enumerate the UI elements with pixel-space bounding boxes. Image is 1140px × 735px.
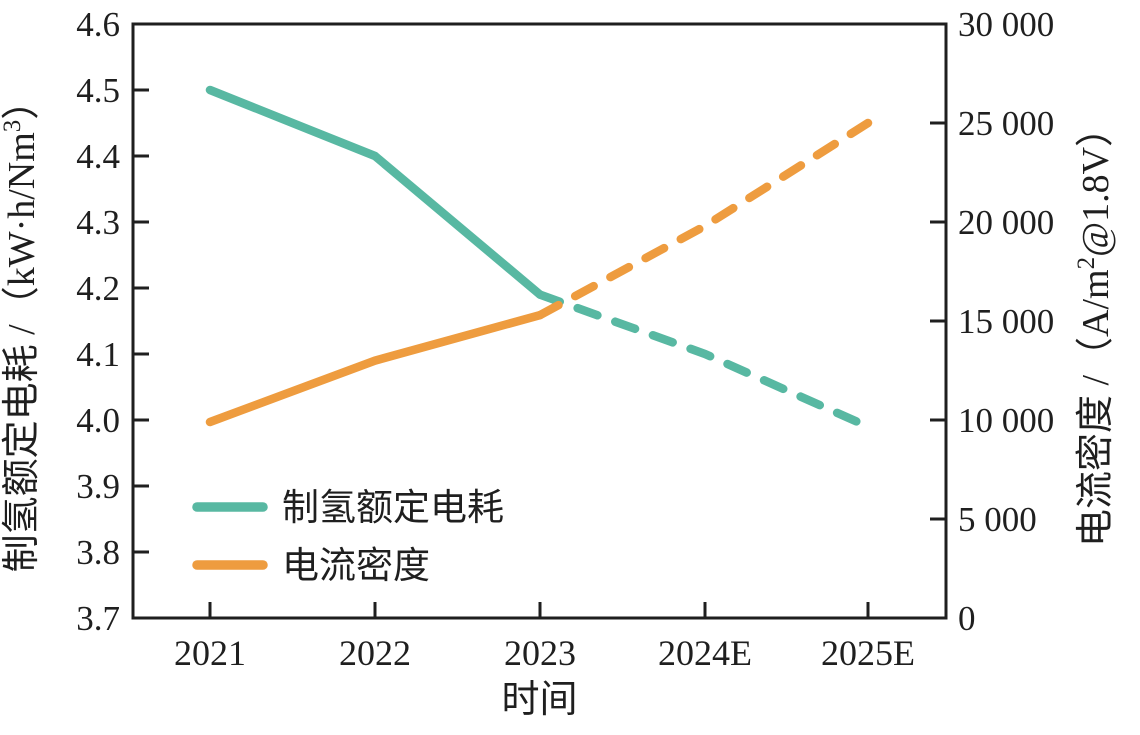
axis-titles: 时间 制氢额定电耗 /（kW·h/Nm3） 电流密度 /（A/m2@1.8V） [0,82,1117,721]
series-1-dashed-line [535,118,873,320]
right-tick-label: 20 000 [958,203,1054,242]
right-tick-label: 25 000 [958,104,1054,143]
left-tick-label: 3.8 [76,533,120,572]
left-tick-label: 4.4 [76,137,120,176]
plot-frame [131,22,948,620]
right-axis-title: 电流密度 /（A/m2@1.8V） [1073,109,1117,547]
left-axis-title: 制氢额定电耗 /（kW·h/Nm3） [0,82,43,573]
x-axis: 2021 2022 2023 2024E 2025E [174,602,915,673]
series-lines [205,85,873,431]
left-tick-label: 4.0 [76,401,120,440]
x-tick-label: 2023 [504,633,576,673]
right-tick-label: 15 000 [958,302,1054,341]
right-tick-label: 10 000 [958,401,1054,440]
left-tick-label: 3.9 [76,467,120,506]
left-tick-label: 4.5 [76,71,120,110]
left-tick-label: 4.6 [76,5,120,44]
series-0-dashed-line [535,290,873,431]
x-tick-label: 2024E [658,633,752,673]
right-axis: 0 5 000 10 000 15 000 20 000 25 000 30 000 [930,5,1054,638]
left-tick-label: 4.2 [76,269,120,308]
x-axis-title: 时间 [501,679,577,721]
left-tick-label: 4.3 [76,203,120,242]
legend-item-label: 电流密度 [282,545,430,587]
left-axis: 3.7 3.8 3.9 4.0 4.1 4.2 4.3 4.4 4.5 4.6 [76,5,149,638]
series-0-solid-line [205,85,545,299]
x-tick-label: 2022 [339,633,411,673]
plot-border [131,22,948,620]
right-tick-label: 0 [958,599,976,638]
series-1-solid-line [205,310,545,427]
legend-item-label: 制氢额定电耗 [282,487,504,529]
right-tick-label: 5 000 [958,500,1037,539]
left-tick-label: 4.1 [76,335,120,374]
x-tick-label: 2025E [821,633,915,673]
right-tick-label: 30 000 [958,5,1054,44]
x-tick-label: 2021 [174,633,246,673]
left-tick-label: 3.7 [76,599,120,638]
